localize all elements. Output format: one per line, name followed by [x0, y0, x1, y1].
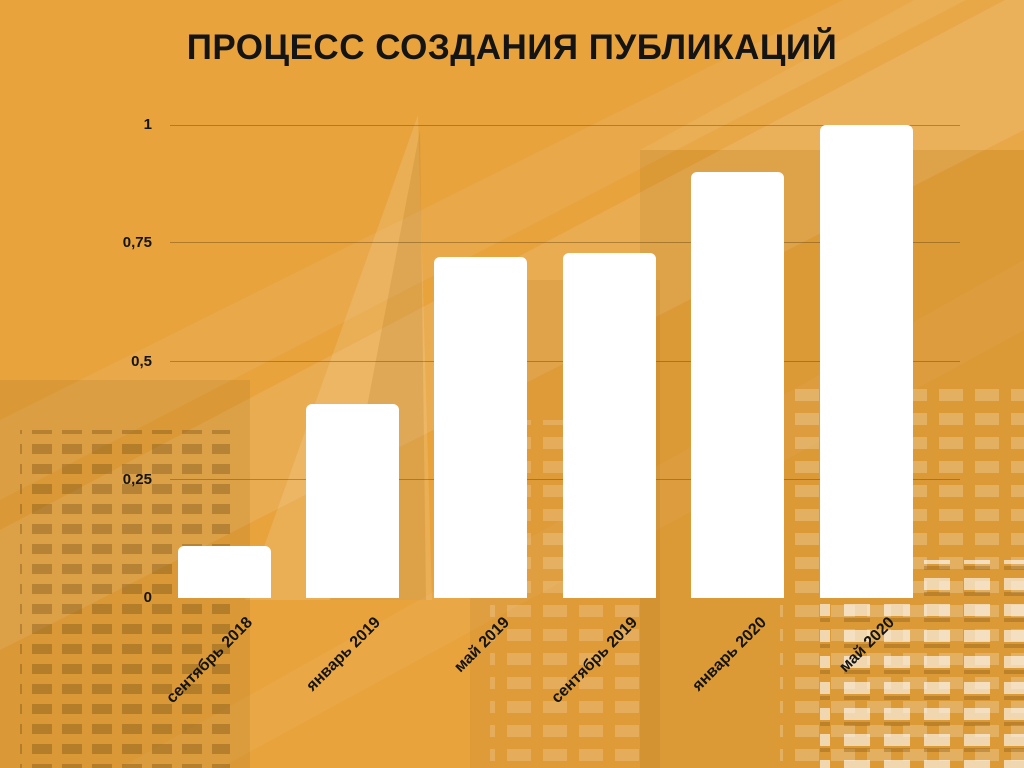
x-axis: сентябрь 2018 январь 2019 май 2019 сентябрь… — [163, 598, 960, 768]
bar — [562, 252, 656, 598]
y-tick-label: 1 — [143, 116, 152, 133]
y-tick-label: 0 — [143, 589, 152, 606]
bar — [434, 257, 528, 598]
bar — [691, 172, 785, 598]
bar — [177, 545, 271, 598]
gridline — [170, 242, 960, 244]
bar — [305, 404, 399, 598]
chart-title: ПРОЦЕСС СОЗДАНИЯ ПУБЛИКАЦИЙ — [186, 28, 838, 67]
y-axis: 0 0,25 0,5 0,75 1 — [0, 116, 160, 606]
bar — [819, 125, 913, 598]
y-tick-label: 0,5 — [131, 352, 152, 370]
gridline — [170, 125, 960, 126]
plot-area — [170, 125, 960, 598]
y-tick-label: 0,25 — [122, 470, 152, 488]
x-axis-label: сентябрь 2018 — [163, 614, 257, 707]
y-tick-label: 0,75 — [122, 234, 152, 252]
